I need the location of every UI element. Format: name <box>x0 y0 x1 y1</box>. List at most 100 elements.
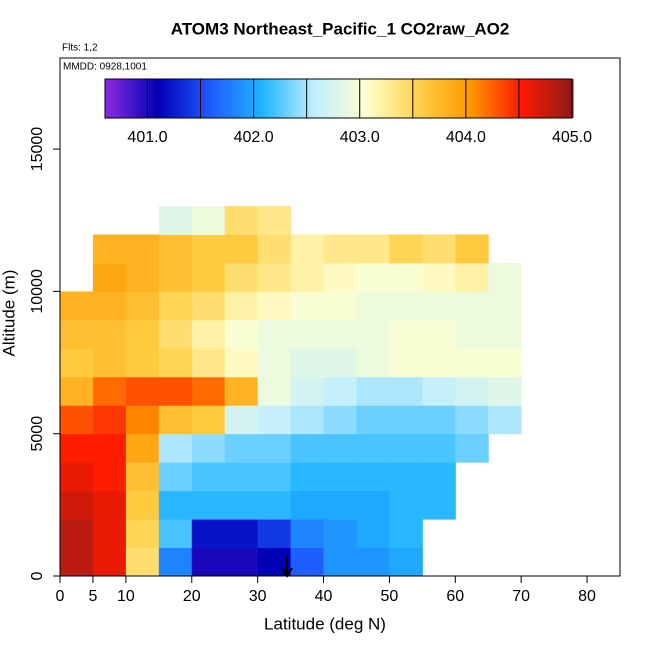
colorbar-strip <box>471 79 474 118</box>
colorbar-strip <box>269 79 272 118</box>
colorbar-strip <box>397 79 400 118</box>
heat-cell <box>422 376 456 406</box>
colorbar-strip <box>499 79 502 118</box>
colorbar-strip <box>263 79 266 118</box>
y-axis-label: Altitude (m) <box>0 270 18 357</box>
heat-cell <box>323 547 357 577</box>
heat-cell <box>389 519 423 549</box>
colorbar-strip <box>299 79 302 118</box>
heat-cell <box>191 206 226 235</box>
x-tick-label: 40 <box>315 588 333 605</box>
colorbar-strip <box>217 79 220 118</box>
colorbar-strip <box>325 79 328 118</box>
colorbar-strip <box>435 79 438 118</box>
heat-cell <box>422 490 456 520</box>
heat-cell <box>224 262 259 292</box>
colorbar-strip <box>425 79 428 118</box>
heat-cell <box>191 234 226 264</box>
heat-cell <box>158 490 193 520</box>
colorbar-strip <box>345 79 348 118</box>
colorbar-strip <box>231 79 234 118</box>
heat-cell <box>323 519 357 549</box>
heat-cell <box>224 206 259 235</box>
heat-cell <box>60 405 94 435</box>
colorbar-strip <box>535 79 538 118</box>
heat-cell <box>224 462 259 492</box>
colorbar-strip <box>163 79 166 118</box>
heat-cell <box>290 234 325 264</box>
colorbar-strip <box>291 79 294 118</box>
colorbar-strip <box>507 79 510 118</box>
colorbar-strip <box>477 79 480 118</box>
heat-cell <box>356 490 390 520</box>
y-tick-label: 0 <box>29 571 46 580</box>
colorbar-strip <box>389 79 392 118</box>
colorbar-strip <box>203 79 206 118</box>
colorbar-strip <box>513 79 516 118</box>
colorbar-strip <box>317 79 320 118</box>
colorbar-strip <box>237 79 240 118</box>
colorbar-strip <box>179 79 182 118</box>
colorbar-strip <box>469 79 472 118</box>
heat-cell <box>455 405 489 435</box>
heat-cell <box>356 519 390 549</box>
colorbar-strip <box>225 79 228 118</box>
heat-cell <box>191 519 226 549</box>
colorbar-strip <box>347 79 350 118</box>
heat-cell <box>125 519 160 549</box>
colorbar-strip <box>419 79 422 118</box>
colorbar-strip <box>261 79 264 118</box>
colorbar-strip <box>459 79 462 118</box>
colorbar-strip <box>455 79 458 118</box>
colorbar-strip <box>287 79 290 118</box>
heat-cell <box>356 319 390 349</box>
colorbar-strip <box>551 79 554 118</box>
heat-cell <box>257 547 292 577</box>
colorbar-strip <box>377 79 380 118</box>
colorbar-strip <box>541 79 544 118</box>
colorbar-strip <box>371 79 374 118</box>
colorbar-strip <box>393 79 396 118</box>
colorbar-strip <box>531 79 534 118</box>
heat-cell <box>158 433 193 463</box>
colorbar-strip <box>383 79 386 118</box>
heat-cell <box>92 547 127 577</box>
colorbar-strip <box>363 79 366 118</box>
heat-cell <box>224 319 259 349</box>
heat-cell <box>224 234 259 264</box>
colorbar-strip <box>223 79 226 118</box>
heat-cell <box>158 519 193 549</box>
colorbar-strip <box>537 79 540 118</box>
colorbar-strip <box>117 79 120 118</box>
heat-cell <box>224 433 259 463</box>
heat-cell <box>455 262 489 292</box>
colorbar-strip <box>151 79 154 118</box>
heat-cell <box>158 319 193 349</box>
colorbar-strip <box>123 79 126 118</box>
colorbar-strip <box>193 79 196 118</box>
colorbar-strip <box>125 79 128 118</box>
heat-cell <box>290 405 325 435</box>
colorbar-strip <box>153 79 156 118</box>
heat-cell <box>191 262 226 292</box>
colorbar-strip <box>321 79 324 118</box>
colorbar-strip <box>489 79 492 118</box>
colorbar-strip <box>335 79 338 118</box>
colorbar-strip <box>427 79 430 118</box>
colorbar-strip <box>141 79 144 118</box>
heat-cell <box>158 262 193 292</box>
colorbar-strip <box>359 79 362 118</box>
colorbar-strip <box>461 79 464 118</box>
colorbar-tick-label: 402.0 <box>234 129 274 146</box>
heat-cell <box>125 547 160 577</box>
heat-cell <box>158 405 193 435</box>
heat-cell <box>488 319 522 349</box>
colorbar-strip <box>175 79 178 118</box>
colorbar-strip <box>437 79 440 118</box>
colorbar-strip <box>135 79 138 118</box>
heat-cell <box>455 433 489 463</box>
colorbar-strip <box>215 79 218 118</box>
colorbar-strip <box>273 79 276 118</box>
colorbar-strip <box>133 79 136 118</box>
heat-cell <box>290 291 325 321</box>
